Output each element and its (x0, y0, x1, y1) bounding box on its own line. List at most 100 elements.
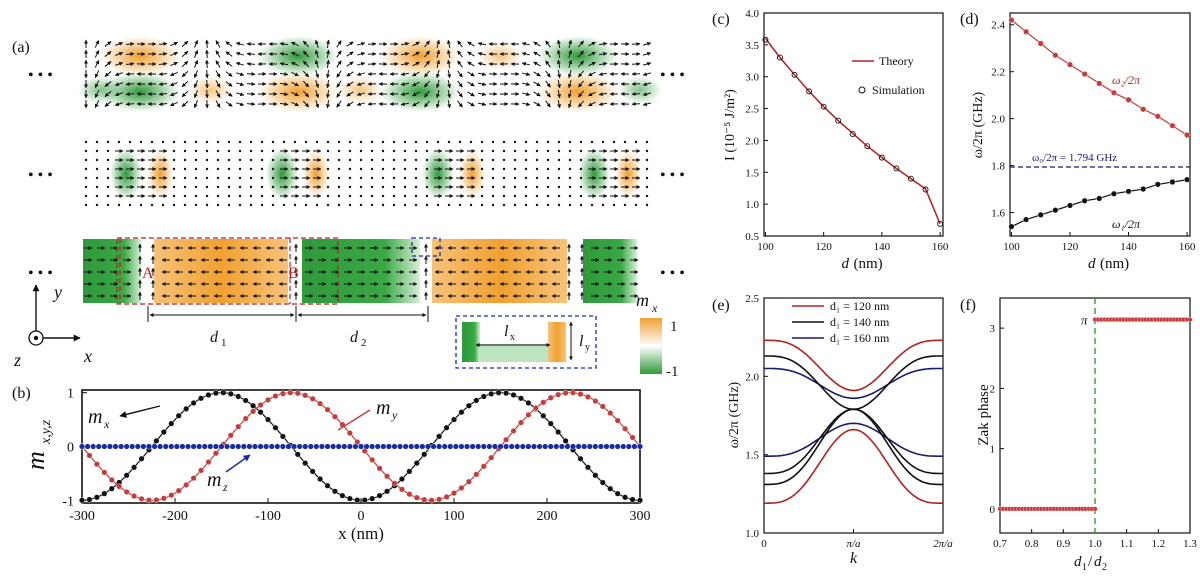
row2-dot (260, 185, 264, 189)
label-my-sub: y (391, 408, 398, 422)
row2-dot (524, 194, 528, 198)
simulation-point (937, 220, 944, 227)
series-point-z (469, 443, 476, 450)
series-point-z (274, 443, 281, 450)
row1-arrow (457, 60, 463, 68)
row1-arrow (193, 70, 198, 79)
series-point-y (108, 476, 115, 483)
series-point-z (486, 443, 493, 450)
row2-dot (425, 149, 429, 153)
row2-dot (546, 176, 550, 180)
row1-arrow (158, 51, 168, 56)
row2-dot (348, 149, 352, 153)
row2-dot (392, 176, 396, 180)
row2-dot (172, 140, 176, 144)
row2-dot (392, 140, 396, 144)
row1-arrow (521, 102, 531, 107)
row2-dot (304, 203, 308, 207)
row2-dot (95, 176, 99, 180)
row2-patch-green (578, 148, 610, 200)
row2-dot (370, 158, 374, 162)
axis-x-label: x (83, 346, 92, 366)
row1-arrow (291, 81, 299, 87)
row2-dot (183, 185, 187, 189)
row1-patch-edge (478, 42, 522, 70)
series-point (1052, 207, 1059, 214)
simulation-point (908, 175, 914, 182)
row1-arrow (598, 102, 608, 107)
row1-arrow (279, 41, 289, 46)
row2-dot (238, 149, 242, 153)
row1-arrow (598, 72, 608, 77)
series-point-y (250, 408, 257, 415)
row1-arrow (424, 80, 430, 88)
row2-dot (172, 185, 176, 189)
x-tick-label: 1.0 (1088, 538, 1102, 550)
x-tick-label: 0 (761, 538, 767, 550)
row1-arrow (588, 41, 596, 47)
series-point-y (391, 480, 398, 487)
series-point-y (577, 391, 584, 398)
row1-arrow (225, 101, 233, 107)
series-point-x (138, 455, 145, 462)
row1-arrow (477, 92, 487, 97)
series-point-x (168, 420, 175, 427)
series-point-z (542, 443, 549, 450)
row2-dot (557, 158, 561, 162)
series-point-y (540, 399, 547, 406)
row1-arrow (326, 59, 331, 69)
y-tick-label: 0 (67, 441, 74, 456)
y-tick-label: 3.5 (745, 40, 759, 52)
row1-arrow (204, 49, 209, 59)
series-point-z (592, 443, 599, 450)
upper-annotation: ω₂/2π (1112, 73, 1141, 87)
series-point-y (331, 413, 338, 420)
pi-annotation: π (1081, 313, 1088, 328)
series-point-z (235, 443, 242, 450)
series-point-z (614, 443, 621, 450)
row2-dot (205, 203, 209, 207)
row2-dot (513, 167, 517, 171)
row2-dot (326, 167, 330, 171)
series-point-z (168, 443, 175, 450)
chart-e: 0 π/a 2π/a 1.0 1.5 2.0 2.5 k ω/2π (GHz) d₁ = 120 … (727, 293, 953, 567)
row1-arrow (194, 39, 199, 48)
axis-z-label: z (13, 350, 21, 370)
row2-dot (183, 167, 187, 171)
row2-dot (568, 149, 572, 153)
row1-arrow (158, 82, 168, 87)
series-point-x (376, 492, 383, 499)
row2-dot (337, 194, 341, 198)
row2-dot (194, 158, 198, 162)
series-point-x (317, 476, 324, 483)
row1-arrow (336, 50, 342, 58)
row1-arrow (477, 72, 487, 77)
row2-dot (502, 149, 506, 153)
x-axis-label-sep: / (1088, 554, 1093, 570)
series-point (1066, 61, 1073, 68)
row2-dot (216, 203, 220, 207)
row2-dot (238, 167, 242, 171)
series-point (1154, 181, 1161, 188)
series-point-z (570, 443, 577, 450)
row2-dot (260, 167, 264, 171)
series-point (1140, 106, 1147, 113)
series-point-z (229, 443, 236, 450)
series-point-z (374, 443, 381, 450)
row1-patch-top (538, 36, 618, 76)
row1-arrow (357, 41, 366, 46)
row1-arrow (181, 60, 189, 68)
row1-arrow (204, 59, 209, 69)
row2-dot (216, 167, 220, 171)
row1-arrow (169, 92, 178, 97)
series-point-y (562, 389, 569, 396)
row1-arrow (225, 71, 233, 77)
y-tick-label: 2.5 (745, 104, 759, 116)
row2-dot (579, 167, 583, 171)
row2-dot (337, 167, 341, 171)
row2-dot (293, 203, 297, 207)
row2-dot (227, 140, 231, 144)
row1-arrow (533, 61, 541, 67)
row2-dot (524, 203, 528, 207)
row1-arrow (578, 60, 584, 68)
